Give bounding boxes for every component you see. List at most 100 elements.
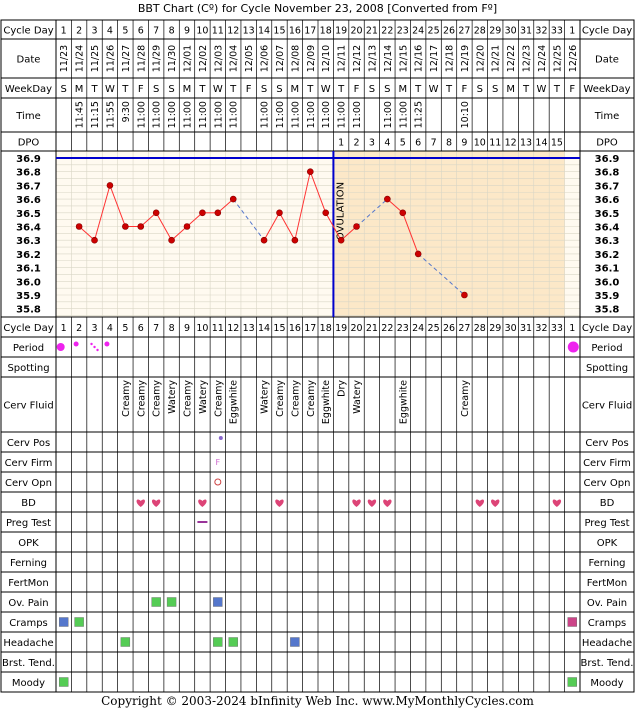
row-label-left-ferning: Ferning bbox=[10, 558, 47, 569]
cycle-day-number: 2 bbox=[76, 323, 82, 334]
date-label: 12/08 bbox=[290, 45, 301, 72]
temp-point bbox=[168, 236, 175, 244]
weekday-label: T bbox=[229, 84, 237, 95]
weekday-label: S bbox=[168, 84, 174, 95]
dpo-number: 9 bbox=[461, 138, 467, 149]
date-label: 11/28 bbox=[136, 45, 147, 72]
cycle-day-number: 27 bbox=[458, 323, 470, 334]
bd-heart-icon bbox=[475, 499, 485, 507]
weekday-label: M bbox=[75, 84, 84, 95]
bd-heart-icon bbox=[275, 499, 284, 507]
time-label: 11:00 bbox=[306, 101, 317, 128]
cerv-opn-marker bbox=[214, 478, 222, 486]
time-label: 11:00 bbox=[213, 101, 224, 128]
cycle-day-number: 6 bbox=[138, 323, 144, 334]
row-label-right-ov_pain: Ov. Pain bbox=[587, 598, 627, 609]
date-label: 12/13 bbox=[367, 45, 378, 72]
ov-pain-marker bbox=[151, 597, 161, 607]
cycle-day-number: 4 bbox=[107, 323, 113, 334]
weekday-label: F bbox=[138, 84, 144, 95]
row-label-left-dpo: DPO bbox=[18, 138, 40, 149]
cycle-day-number: 31 bbox=[520, 323, 532, 334]
row-label-right-cerv_pos: Cerv Pos bbox=[585, 438, 628, 449]
temp-scale-label-right: 36.6 bbox=[595, 195, 620, 206]
cerv-fluid-label: Creamy bbox=[290, 380, 301, 417]
cycle-day-number: 11 bbox=[212, 26, 224, 37]
time-label: 11:00 bbox=[198, 101, 209, 128]
temp-point bbox=[75, 223, 83, 230]
time-label: 11:00 bbox=[352, 101, 363, 128]
cycle-day-number: 28 bbox=[474, 26, 486, 37]
cerv-fluid-label: Creamy bbox=[275, 380, 286, 417]
ov-pain-marker bbox=[213, 597, 223, 607]
time-label: 11:00 bbox=[290, 101, 301, 128]
weekday-label: F bbox=[246, 84, 252, 95]
ov-pain-marker bbox=[166, 597, 177, 607]
cycle-day-number: 8 bbox=[169, 323, 175, 334]
temp-point bbox=[461, 291, 468, 299]
date-label: 12/19 bbox=[460, 45, 471, 72]
cerv-fluid-label: Watery bbox=[167, 380, 178, 414]
date-label: 11/25 bbox=[90, 45, 101, 72]
cycle-day-number: 32 bbox=[535, 323, 547, 334]
row-label-right-dpo: DPO bbox=[596, 138, 618, 149]
period-heavy-marker bbox=[56, 343, 65, 351]
date-label: 11/24 bbox=[75, 45, 86, 72]
bd-heart-icon bbox=[151, 499, 161, 507]
time-label: 11:00 bbox=[383, 101, 394, 128]
temp-point bbox=[183, 223, 191, 230]
temp-point bbox=[414, 250, 422, 258]
row-label-left-moody: Moody bbox=[12, 678, 45, 689]
cycle-day-number: 24 bbox=[412, 323, 424, 334]
cycle-day-number: 31 bbox=[520, 26, 532, 37]
temp-scale-label-left: 36.8 bbox=[16, 168, 41, 179]
row-label-left-preg_test: Preg Test bbox=[6, 518, 51, 529]
weekday-label: W bbox=[321, 84, 331, 95]
weekday-label: W bbox=[537, 84, 547, 95]
date-label: 12/14 bbox=[383, 45, 394, 72]
cerv-fluid-label: Watery bbox=[352, 380, 363, 414]
period-light-marker bbox=[96, 348, 99, 352]
headache-marker bbox=[290, 637, 300, 647]
dpo-number: 11 bbox=[489, 138, 501, 149]
cycle-day-number: 12 bbox=[227, 323, 239, 334]
period-heavy-marker bbox=[567, 341, 579, 353]
date-label: 12/15 bbox=[398, 45, 409, 72]
time-label: 9:30 bbox=[121, 101, 132, 122]
temp-point bbox=[214, 209, 222, 217]
temp-point bbox=[106, 182, 114, 189]
date-label: 12/03 bbox=[213, 45, 224, 72]
time-label: 11:00 bbox=[167, 101, 178, 128]
temp-point bbox=[291, 236, 299, 244]
dpo-number: 6 bbox=[415, 138, 421, 149]
weekday-label: M bbox=[398, 84, 407, 95]
row-label-left-bd: BD bbox=[21, 498, 36, 509]
temp-line-segment bbox=[109, 185, 126, 227]
temp-line-segment bbox=[78, 226, 95, 241]
temp-point bbox=[353, 223, 360, 230]
dpo-number: 1 bbox=[338, 138, 344, 149]
temp-gap-line bbox=[417, 253, 465, 296]
weekday-label: W bbox=[429, 84, 439, 95]
cycle-day-number: 21 bbox=[366, 323, 378, 334]
temp-scale-label-right: 36.9 bbox=[595, 154, 620, 165]
row-label-left-cerv_firm: Cerv Firm bbox=[5, 458, 53, 469]
time-label: 11:00 bbox=[260, 101, 271, 128]
weekday-label: S bbox=[384, 84, 390, 95]
row-label-left-cramps: Cramps bbox=[9, 618, 48, 629]
row-label-left-weekday: WeekDay bbox=[5, 84, 52, 95]
dpo-number: 15 bbox=[551, 138, 563, 149]
temp-line-segment bbox=[325, 212, 342, 241]
date-label: 12/23 bbox=[522, 45, 533, 72]
cycle-day-number: 11 bbox=[212, 323, 224, 334]
temp-line-segment bbox=[340, 226, 357, 241]
cycle-day-number: 12 bbox=[227, 26, 239, 37]
row-label-right-headache: Headache bbox=[582, 638, 632, 649]
weekday-label: F bbox=[462, 84, 468, 95]
temp-line-segment bbox=[140, 212, 157, 227]
dpo-number: 4 bbox=[384, 138, 390, 149]
cycle-day-number: 18 bbox=[320, 26, 332, 37]
cycle-day-number: 21 bbox=[366, 26, 378, 37]
cycle-day-number: 26 bbox=[443, 26, 455, 37]
